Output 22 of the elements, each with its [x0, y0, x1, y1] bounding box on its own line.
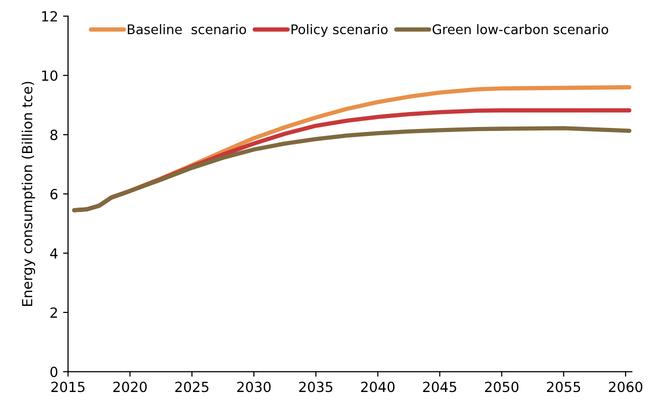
- x-tick-label: 2030: [237, 382, 271, 392]
- y-tick-label: 12: [42, 11, 57, 22]
- x-tick-label: 2040: [361, 382, 395, 392]
- y-axis-title: Energy consumption (Billion tce): [22, 82, 36, 306]
- y-tick-label: 4: [50, 248, 58, 258]
- y-tick-label: 0: [50, 366, 58, 378]
- x-tick-label: 2035: [299, 382, 332, 392]
- x-tick-label: 2060: [608, 382, 642, 392]
- x-tick-label: 2015: [51, 382, 84, 392]
- legend-label: Baseline scenario: [128, 24, 246, 34]
- y-tick-label: 8: [50, 130, 58, 140]
- legend-label: Policy scenario: [292, 24, 388, 37]
- y-tick-label: 2: [50, 307, 57, 318]
- x-tick-label: 2020: [113, 382, 147, 392]
- y-tick-label: 10: [42, 70, 58, 81]
- y-tick-label: 6: [50, 188, 58, 200]
- x-tick-label: 2050: [485, 382, 518, 392]
- x-tick-label: 2055: [546, 382, 580, 392]
- line-series: [72, 126, 632, 212]
- legend-label: Green low-carbon scenario: [432, 24, 608, 34]
- x-tick-label: 2025: [175, 382, 208, 392]
- x-tick-label: 2045: [423, 382, 456, 392]
